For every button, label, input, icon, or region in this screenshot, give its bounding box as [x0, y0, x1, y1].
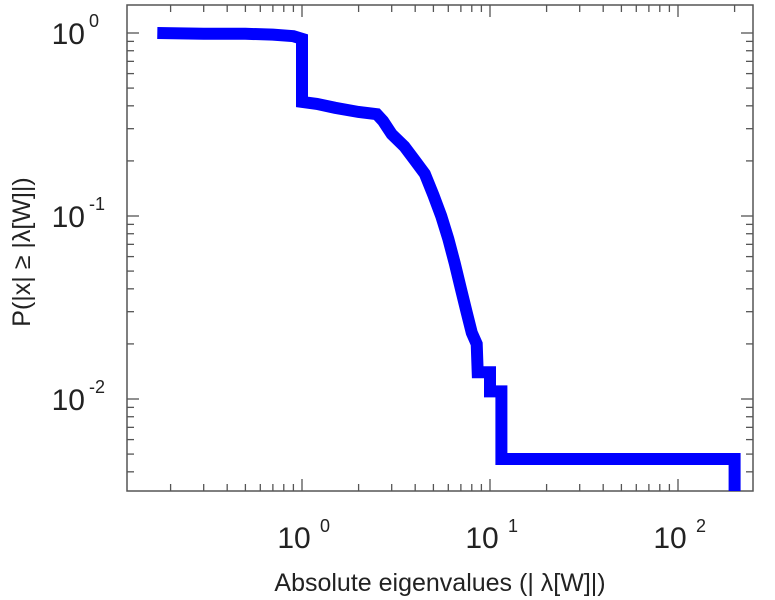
series-line: [157, 27, 741, 491]
y-tick-exponent: 0: [89, 11, 99, 31]
y-tick-exponent: -1: [89, 194, 105, 214]
plot-frame: [126, 4, 754, 492]
y-minor-ticks: [127, 32, 753, 473]
y-tick-base: 10: [52, 201, 85, 234]
x-tick-base: 10: [277, 522, 310, 555]
x-minor-ticks: [169, 5, 736, 491]
x-tick-label-2: 10 2: [653, 516, 706, 555]
y-tick-exponent: -2: [89, 377, 105, 397]
x-tick-label-0: 10 0: [277, 516, 330, 555]
x-tick-labels: 10 0 10 1 10 2: [277, 516, 706, 555]
x-tick-label-1: 10 1: [465, 516, 518, 555]
y-tick-label-1: 10 -1: [52, 194, 105, 234]
y-tick-base: 10: [52, 384, 85, 417]
y-axis-title: P(|x| ≥ |λ[W]|): [8, 177, 36, 326]
x-tick-exponent: 1: [508, 516, 518, 536]
x-tick-exponent: 2: [696, 516, 706, 536]
x-axis-title: Absolute eigenvalues (| λ[W]|): [274, 569, 605, 597]
y-tick-base: 10: [52, 18, 85, 51]
y-tick-label-2: 10 -2: [52, 377, 105, 417]
x-tick-base: 10: [465, 522, 498, 555]
x-tick-exponent: 0: [320, 516, 330, 536]
y-tick-label-0: 10 0: [52, 11, 99, 51]
x-tick-base: 10: [653, 522, 686, 555]
